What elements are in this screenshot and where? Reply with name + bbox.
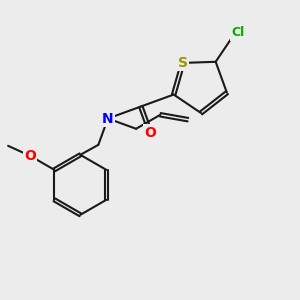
Text: Cl: Cl bbox=[232, 26, 245, 39]
Text: S: S bbox=[178, 56, 188, 70]
Text: N: N bbox=[102, 112, 114, 125]
Text: O: O bbox=[144, 126, 156, 140]
Text: O: O bbox=[24, 149, 36, 163]
